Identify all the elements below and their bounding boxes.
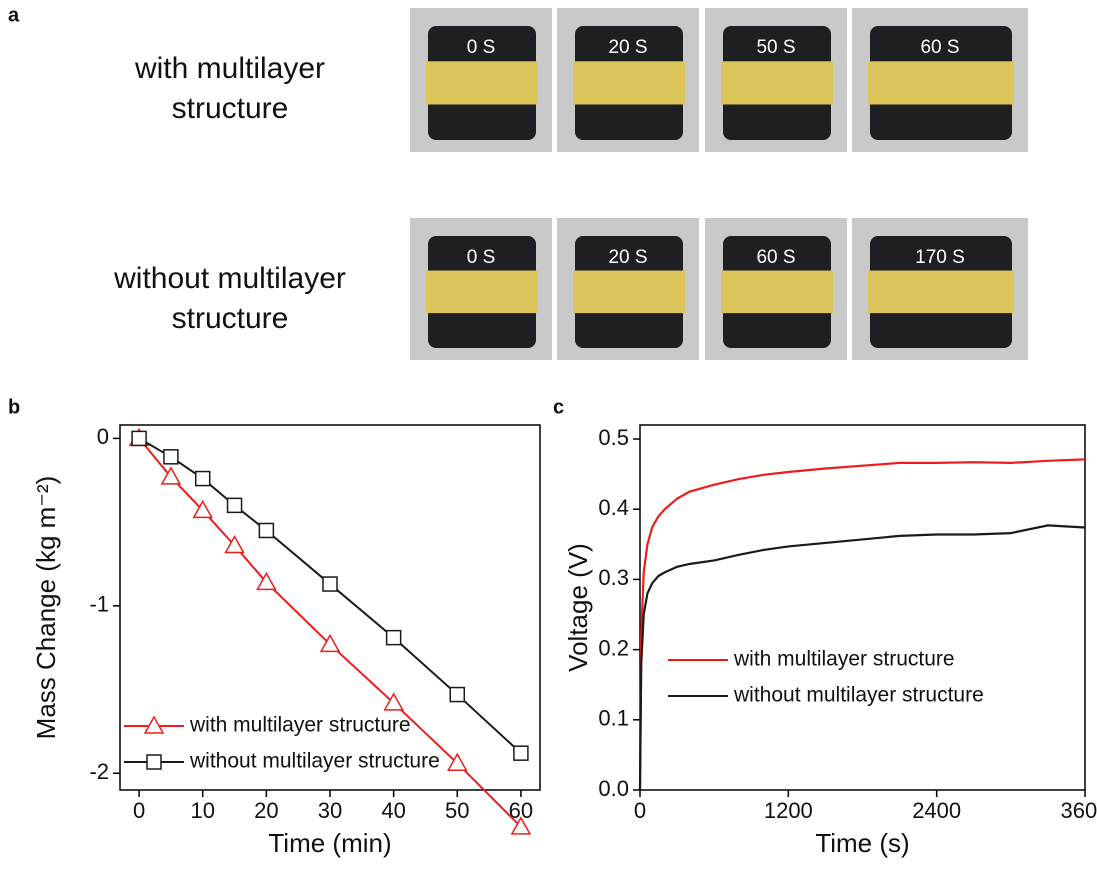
y-tick-label: -1 [89,592,109,617]
legend-label: with multilayer structure [733,648,955,671]
marker [196,472,210,486]
time-label: 0 S [467,247,496,268]
tape [426,61,538,104]
legend-label: without multilayer structure [189,750,440,773]
series-line [640,459,1085,790]
row-label: without multilayer [113,262,346,295]
y-tick-label: 0.5 [598,425,629,450]
time-label: 20 S [608,37,647,58]
panel-label: b [8,396,20,418]
x-tick-label: 30 [318,798,342,823]
tape [721,61,833,104]
panel-label: a [8,4,20,26]
row-label: structure [172,302,289,335]
x-tick-label: 0 [133,798,145,823]
tape [868,61,1014,104]
time-label: 60 S [756,247,795,268]
tape [721,271,833,314]
tape [573,271,685,314]
y-tick-label: 0.4 [598,495,629,520]
row-label: with multilayer [134,52,325,85]
x-tick-label: 2400 [912,798,961,823]
marker [323,577,337,591]
marker [259,523,273,537]
tape [426,271,538,314]
x-axis-label: Time (min) [268,828,391,858]
y-tick-label: 0.2 [598,635,629,660]
x-tick-label: 50 [445,798,469,823]
marker [132,431,146,445]
marker [514,746,528,760]
row-label: structure [172,92,289,125]
y-tick-label: 0.1 [598,706,629,731]
y-tick-label: 0.0 [598,776,629,801]
x-tick-label: 1200 [764,798,813,823]
marker [164,450,178,464]
y-axis-label: Voltage (V) [563,543,593,672]
marker [387,631,401,645]
legend-label: without multilayer structure [733,684,984,707]
x-tick-label: 20 [254,798,278,823]
time-label: 50 S [756,37,795,58]
y-axis-label: Mass Change (kg m⁻²) [31,476,61,740]
y-tick-label: -2 [89,759,109,784]
time-label: 60 S [920,37,959,58]
y-tick-label: 0 [97,424,109,449]
tape [573,61,685,104]
tape [868,271,1014,314]
legend-label: with multilayer structure [189,714,411,737]
y-tick-label: 0.3 [598,565,629,590]
time-label: 170 S [915,247,965,268]
marker [147,755,161,769]
time-label: 0 S [467,37,496,58]
marker [450,688,464,702]
time-label: 20 S [608,247,647,268]
marker [228,498,242,512]
figure: a b c with multilayer structure 0 S 20 S 50 … [0,0,1097,872]
plot-frame [640,425,1085,790]
x-tick-label: 10 [190,798,214,823]
panel-label: c [553,396,564,418]
x-tick-label: 0 [634,798,646,823]
x-axis-label: Time (s) [815,828,909,858]
x-tick-label: 40 [381,798,405,823]
